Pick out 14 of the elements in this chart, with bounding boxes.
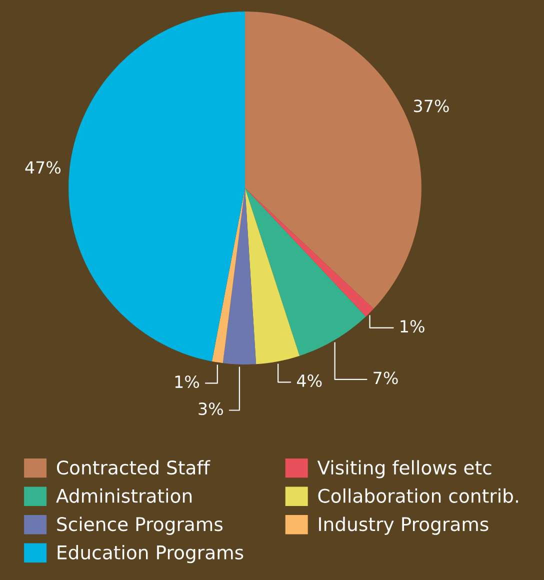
- data-label: 3%: [198, 402, 223, 416]
- legend-label: Collaboration contrib.: [318, 488, 518, 503]
- data-label: 47%: [25, 161, 61, 174]
- data-label: 1%: [175, 375, 200, 388]
- legend-label: Visiting fellows etc: [317, 460, 492, 478]
- legend-label: Administration: [56, 488, 192, 503]
- legend-label: Industry Programs: [319, 516, 488, 535]
- legend-label: Science Programs: [57, 516, 223, 535]
- data-label: 1%: [400, 320, 424, 333]
- legend-label: Education Programs: [58, 544, 244, 564]
- data-label: 37%: [414, 100, 449, 112]
- data-label: 7%: [374, 372, 398, 384]
- data-label: 4%: [296, 374, 322, 387]
- legend-label: Contracted Staff: [56, 460, 210, 475]
